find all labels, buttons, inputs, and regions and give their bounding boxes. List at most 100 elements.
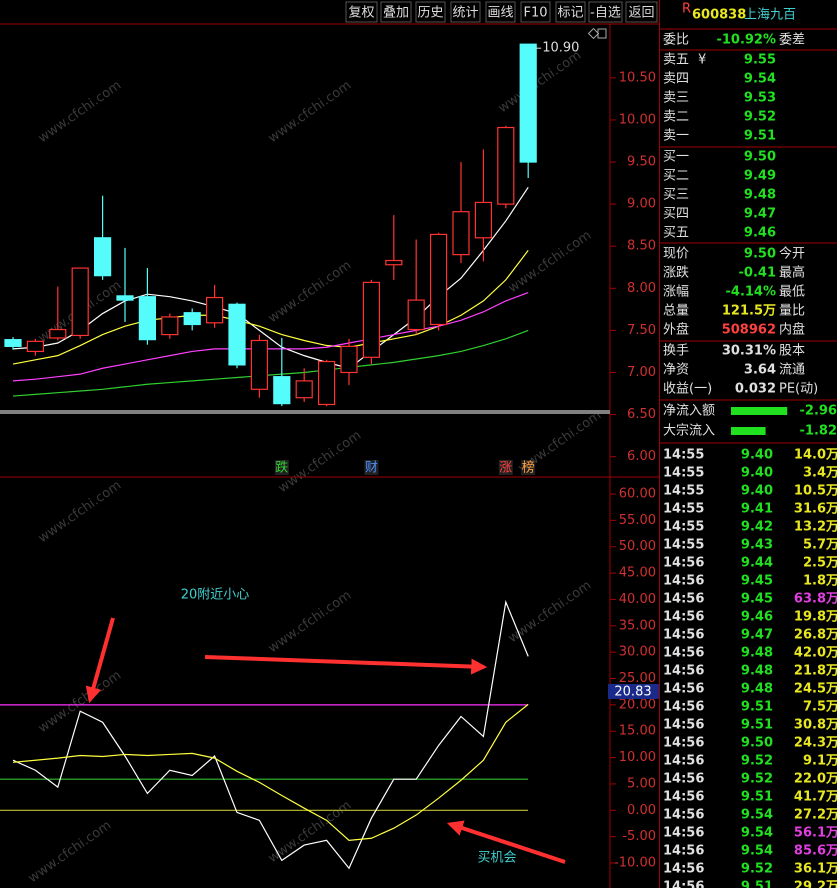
tick-volume: 63.8万 <box>794 592 837 607</box>
tick-time: 14:56 <box>663 592 704 607</box>
quote-value: 9.52 <box>744 110 776 125</box>
toolbar-button[interactable] <box>380 1 412 23</box>
candle-body <box>4 339 22 347</box>
tick-time: 14:55 <box>663 502 704 517</box>
quote-label: 卖二 <box>663 110 689 125</box>
flow-value: -2.96 <box>800 404 837 419</box>
tick-time: 14:55 <box>663 484 704 499</box>
quote-value: 30.31% <box>722 344 776 359</box>
quote-flag: R <box>682 2 691 17</box>
tick-time: 14:56 <box>663 646 704 661</box>
icon-box[interactable] <box>597 28 607 39</box>
candle-body <box>228 303 246 366</box>
y-tick-label: 8.50 <box>627 239 656 254</box>
toolbar-button[interactable] <box>625 1 658 23</box>
tick-volume: 24.3万 <box>794 736 837 751</box>
tick-price: 9.48 <box>741 646 773 661</box>
toolbar-button[interactable] <box>485 1 516 23</box>
quote-value: 121.5万 <box>722 304 776 319</box>
tick-volume: 22.0万 <box>794 772 837 787</box>
tick-time: 14:56 <box>663 556 704 571</box>
candle-body <box>116 295 134 301</box>
tick-volume: 14.0万 <box>794 448 837 463</box>
indicator-line <box>12 329 529 397</box>
tick-volume: 9.1万 <box>803 754 837 769</box>
quote-label: 买二 <box>663 169 689 184</box>
quote-label: 现价 <box>663 247 689 262</box>
tick-volume: 30.8万 <box>794 718 837 733</box>
toolbar-button[interactable] <box>345 1 378 23</box>
quote-label: 总量 <box>663 304 689 319</box>
y-tick-label: 20.00 <box>619 697 656 712</box>
y-tick-label: 9.50 <box>627 155 656 170</box>
toolbar-button[interactable] <box>415 1 446 23</box>
candle-body <box>385 259 403 266</box>
event-marker: 跌 <box>275 460 288 476</box>
toolbar-button[interactable] <box>520 1 551 23</box>
tick-price: 9.44 <box>741 556 773 571</box>
toolbar-label[interactable]: 标记 <box>557 6 583 21</box>
quote-label: 买四 <box>663 207 689 222</box>
toolbar-button[interactable] <box>588 1 623 23</box>
quote-label: 内盘 <box>779 322 805 338</box>
tick-volume: 85.6万 <box>794 844 837 859</box>
quote-label: 涨跌 <box>663 265 689 281</box>
tick-price: 9.43 <box>741 538 773 553</box>
y-tick-label: -5.00 <box>622 829 656 844</box>
quote-label: 最低 <box>779 285 805 300</box>
tick-price: 9.51 <box>741 790 773 805</box>
candle-body <box>138 296 156 341</box>
quote-label: 今开 <box>779 246 805 262</box>
quote-label: 卖五 <box>663 53 689 68</box>
quote-label: 流通 <box>779 363 805 378</box>
toolbar-label[interactable]: 返回 <box>628 6 654 21</box>
tick-volume: 56.1万 <box>794 826 837 841</box>
indicator-line <box>12 291 529 382</box>
tick-price: 9.47 <box>741 628 773 643</box>
y-tick-label: 7.00 <box>627 365 656 380</box>
toolbar-label[interactable]: F10 <box>523 6 547 21</box>
indicator-line <box>12 703 529 841</box>
quote-value: -0.41 <box>739 266 776 281</box>
event-marker: 涨 <box>499 461 512 476</box>
flow-value: -1.82 <box>800 424 837 439</box>
candle-body <box>183 312 201 326</box>
toolbar-label[interactable]: 复权 <box>348 5 374 21</box>
tick-volume: 2.5万 <box>803 556 837 571</box>
flow-label: 净流入额 <box>663 404 715 419</box>
quote-label: 换手 <box>663 344 689 359</box>
quote-label: 量比 <box>779 304 805 319</box>
toolbar-label[interactable]: 历史 <box>417 6 443 21</box>
toolbar-label[interactable]: 统计 <box>452 6 478 21</box>
quote-label: 外盘 <box>663 322 689 338</box>
quote-label: 收益(一) <box>663 382 712 397</box>
icon-diamond[interactable] <box>587 27 600 40</box>
currency-mark: ¥ <box>698 53 706 68</box>
tick-price: 9.54 <box>741 844 773 859</box>
toolbar-label[interactable]: 画线 <box>487 6 513 21</box>
tick-price: 9.51 <box>741 718 773 733</box>
quote-label: 涨幅 <box>663 285 689 300</box>
tick-volume: 10.5万 <box>794 484 837 499</box>
toolbar-label[interactable]: 叠加 <box>383 6 409 21</box>
toolbar-button[interactable] <box>555 1 586 23</box>
high-label: 10.90 <box>542 41 579 56</box>
tick-price: 9.45 <box>741 574 773 589</box>
toolbar-button[interactable] <box>450 1 481 23</box>
tick-price: 9.41 <box>741 502 773 517</box>
indicator-line <box>12 599 529 870</box>
tick-time: 14:56 <box>663 628 704 643</box>
tick-volume: 5.7万 <box>803 538 837 553</box>
quote-value: 9.55 <box>744 53 776 68</box>
quote-label: 股本 <box>779 344 805 359</box>
tick-volume: 26.8万 <box>794 628 837 643</box>
tick-volume: 36.1万 <box>794 862 837 877</box>
toolbar-label[interactable]: -自选 <box>590 6 621 21</box>
y-tick-label: 50.00 <box>619 539 656 554</box>
tick-price: 9.48 <box>741 664 773 679</box>
y-tick-label: 40.00 <box>619 592 656 607</box>
quote-value: 9.47 <box>744 207 776 222</box>
quote-label: 买三 <box>663 188 689 203</box>
flow-bar <box>731 427 766 435</box>
